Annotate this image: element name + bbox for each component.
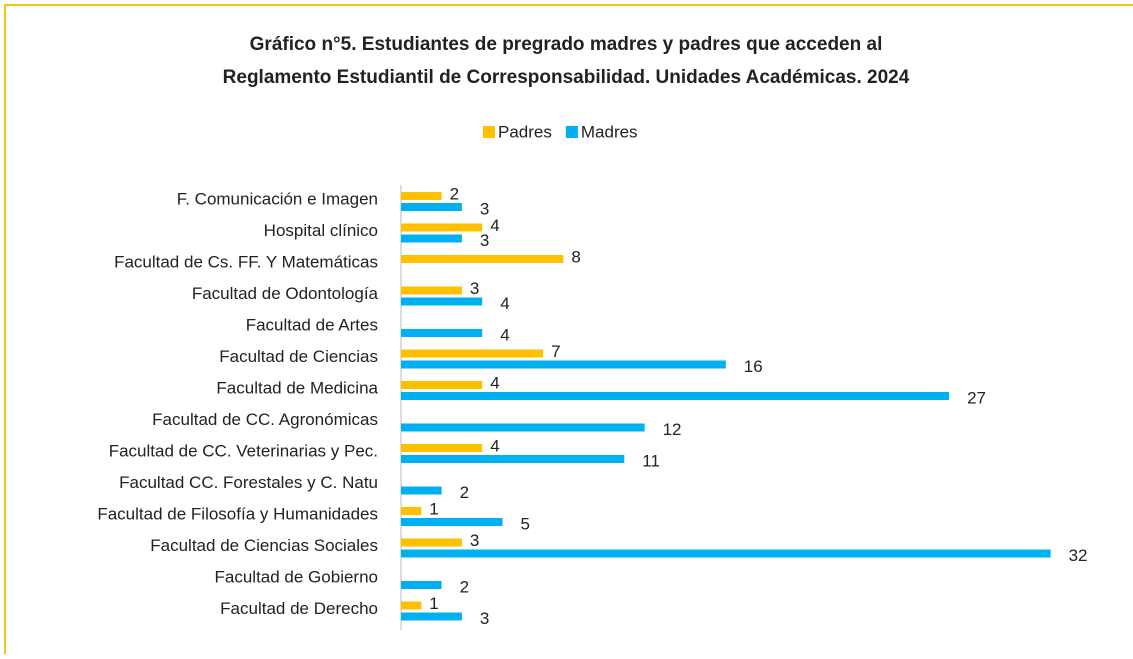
data-label: 4 xyxy=(500,325,509,344)
category-label: Facultad de CC. Agronómicas xyxy=(152,410,378,429)
bar xyxy=(401,392,950,400)
category-label: Facultad de Medicina xyxy=(216,378,378,397)
chart-title: Reglamento Estudiantil de Corresponsabil… xyxy=(223,67,910,88)
legend-label: Madres xyxy=(581,122,638,141)
category-label: Facultad de Cs. FF. Y Matemáticas xyxy=(114,252,378,271)
data-label: 4 xyxy=(490,373,499,392)
bar xyxy=(401,297,483,306)
category-label: Hospital clínico xyxy=(264,221,378,240)
data-label: 1 xyxy=(429,499,438,518)
legend-swatch xyxy=(483,126,495,138)
bar xyxy=(401,203,462,211)
data-label: 2 xyxy=(450,184,459,203)
data-label: 32 xyxy=(1069,546,1088,565)
data-label: 1 xyxy=(429,594,438,613)
data-label: 4 xyxy=(490,216,499,235)
category-label: Facultad de Odontología xyxy=(192,284,379,303)
bar xyxy=(401,255,564,263)
category-label: Facultad de Gobierno xyxy=(215,567,379,586)
bar xyxy=(401,223,483,232)
category-label: F. Comunicación e Imagen xyxy=(177,189,378,208)
bar xyxy=(401,192,442,200)
bar xyxy=(401,601,422,610)
data-label: 3 xyxy=(480,199,489,218)
category-label: Facultad de Artes xyxy=(246,315,378,334)
data-label: 2 xyxy=(460,577,469,596)
bar xyxy=(401,360,726,369)
bar xyxy=(401,381,483,389)
data-label: 2 xyxy=(460,483,469,502)
category-label: Facultad de Ciencias Sociales xyxy=(150,536,378,555)
bar xyxy=(401,444,483,452)
data-label: 11 xyxy=(642,451,660,470)
bar xyxy=(401,507,422,515)
bar xyxy=(401,581,442,589)
category-label: Facultad de Ciencias xyxy=(219,347,378,366)
data-label: 4 xyxy=(490,436,499,455)
data-label: 4 xyxy=(500,294,509,313)
data-label: 3 xyxy=(470,279,479,298)
data-label: 16 xyxy=(744,357,763,376)
data-label: 3 xyxy=(470,531,479,550)
frame xyxy=(4,4,1133,659)
category-label: Facultad de Filosofía y Humanidades xyxy=(97,504,378,523)
legend-swatch xyxy=(565,126,578,138)
data-label: 8 xyxy=(571,247,580,266)
bar xyxy=(401,486,442,495)
legend-label: Padres xyxy=(498,122,552,141)
data-label: 3 xyxy=(480,231,489,250)
data-label: 3 xyxy=(480,609,489,628)
bar xyxy=(401,349,544,358)
chart-title: Gráfico n°5. Estudiantes de pregrado mad… xyxy=(250,34,883,55)
category-label: Facultad CC. Forestales y C. Natu xyxy=(119,473,378,492)
data-label: 27 xyxy=(967,388,986,407)
bar xyxy=(401,612,462,621)
bar xyxy=(401,329,483,337)
bar xyxy=(401,455,625,463)
category-label: Facultad de Derecho xyxy=(220,599,378,618)
bar xyxy=(401,286,462,295)
bar xyxy=(401,538,462,547)
data-label: 12 xyxy=(663,420,682,439)
data-label: 7 xyxy=(551,342,560,361)
bar xyxy=(401,518,503,526)
data-label: 5 xyxy=(521,514,530,533)
bar xyxy=(401,549,1051,558)
bar xyxy=(401,423,645,432)
bar xyxy=(401,234,462,243)
category-label: Facultad de CC. Veterinarias y Pec. xyxy=(109,441,378,460)
